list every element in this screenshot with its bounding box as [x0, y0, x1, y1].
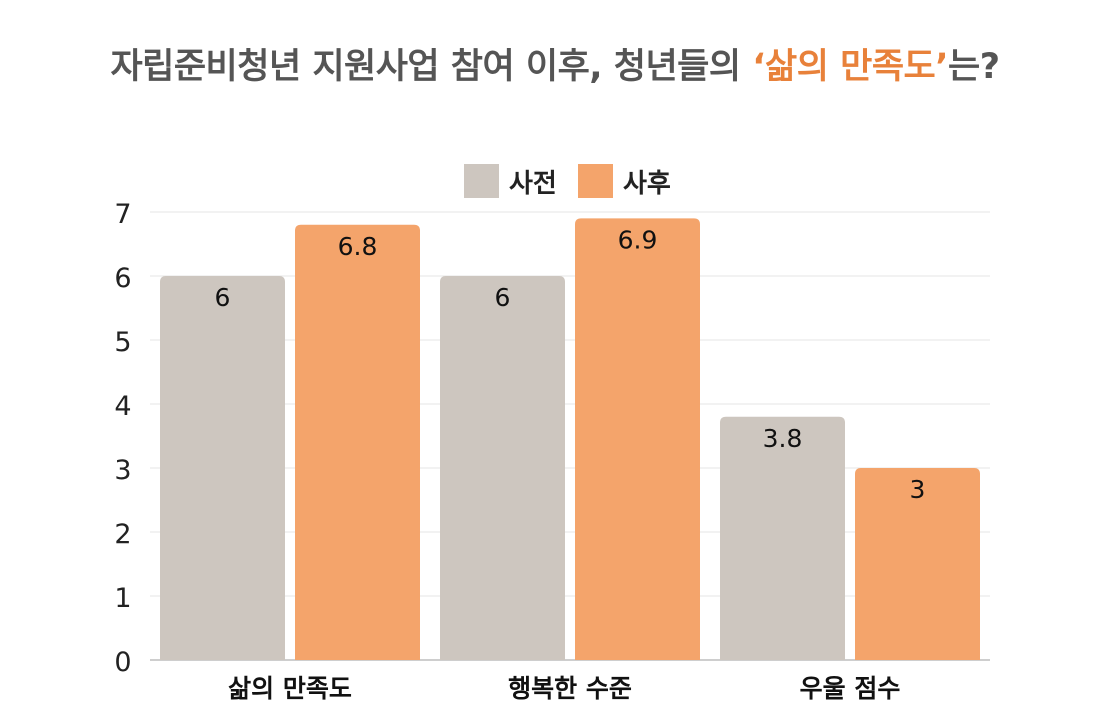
- value-label: 6.9: [618, 225, 658, 254]
- y-tick-label: 4: [114, 391, 131, 422]
- title-suffix: 는?: [948, 47, 1000, 87]
- legend: 사전 사후: [464, 164, 671, 199]
- y-axis-ticks: 0 1 2 3 4 5 6 7: [114, 199, 131, 678]
- y-tick-label: 0: [114, 647, 131, 678]
- legend-swatch-사전: [464, 164, 499, 198]
- gridlines: [150, 211, 990, 661]
- bar-사후-행복한 수준: [575, 218, 700, 660]
- bar-사전-우울 점수: [720, 416, 845, 660]
- value-label: 6: [495, 283, 511, 312]
- value-label: 3: [910, 475, 926, 504]
- value-label: 6.8: [338, 232, 378, 261]
- legend-label: 사후: [623, 169, 671, 199]
- y-tick-label: 2: [114, 519, 131, 550]
- bar-사전-행복한 수준: [440, 276, 565, 660]
- x-tick-label: 삶의 만족도: [228, 674, 352, 703]
- title-prefix: 자립준비청년 지원사업 참여 이후, 청년들의: [110, 47, 753, 87]
- y-tick-label: 5: [114, 327, 131, 358]
- y-tick-label: 3: [114, 455, 131, 486]
- bar-사후-삶의 만족도: [295, 224, 420, 661]
- bar-사전-삶의 만족도: [160, 276, 285, 660]
- bars: [160, 218, 980, 661]
- x-tick-label: 우울 점수: [800, 674, 901, 703]
- legend-label: 사전: [509, 169, 557, 199]
- y-tick-label: 6: [114, 263, 131, 294]
- y-tick-label: 7: [114, 199, 131, 230]
- title-highlight: ‘삶의 만족도’: [752, 47, 949, 87]
- bar-사후-우울 점수: [855, 468, 980, 660]
- legend-swatch-사후: [578, 164, 613, 198]
- x-tick-label: 행복한 수준: [508, 674, 632, 703]
- x-axis-ticks: 삶의 만족도 행복한 수준 우울 점수: [228, 674, 900, 703]
- y-tick-label: 1: [114, 583, 131, 614]
- value-label: 6: [215, 283, 231, 312]
- chart-title: 자립준비청년 지원사업 참여 이후, 청년들의 ‘삶의 만족도’는?: [0, 38, 1110, 89]
- value-label: 3.8: [763, 424, 803, 453]
- value-labels: 6 6.8 6 6.9 3.8 3: [215, 225, 926, 504]
